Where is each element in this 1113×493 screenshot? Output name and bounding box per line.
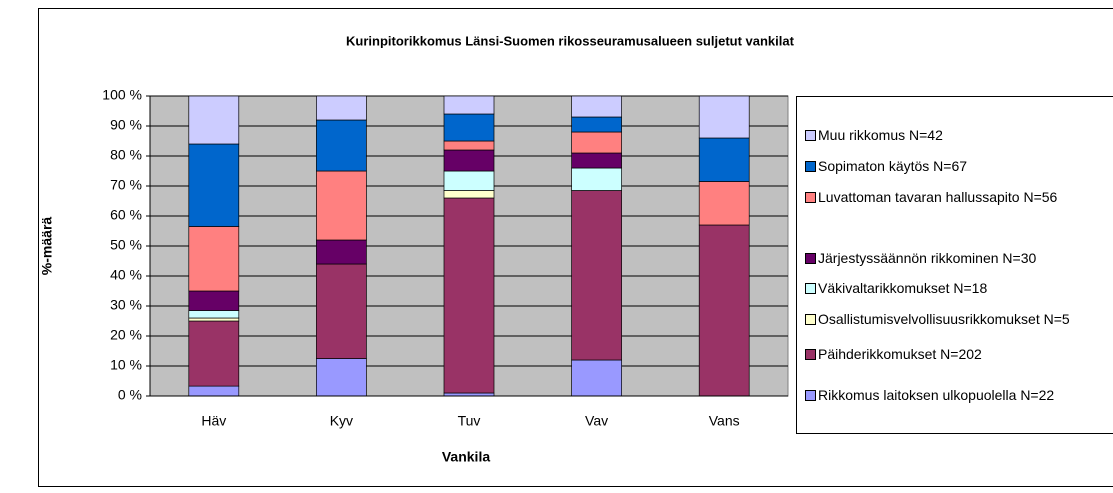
legend-swatch: [805, 314, 816, 325]
bar-segment: [188, 143, 240, 227]
bar-segment: [443, 190, 495, 199]
legend-label: Päihderikkomukset N=202: [818, 346, 982, 362]
bar-segment: [188, 320, 240, 387]
x-tick-label: Kyv: [330, 413, 353, 429]
bar-segment: [571, 190, 622, 361]
legend-label: Sopimaton käytös N=67: [818, 158, 968, 174]
bar-segment: [443, 149, 495, 172]
bar-segment: [571, 131, 622, 154]
bar-segment: [443, 140, 495, 151]
y-tick-label: 70 %: [110, 177, 142, 193]
x-tick-label: Häv: [201, 413, 226, 429]
x-axis-label: Vankila: [442, 449, 490, 465]
legend-swatch: [805, 161, 816, 172]
legend-swatch: [805, 349, 816, 360]
bar-segment: [316, 263, 367, 359]
legend-label: Osallistumisvelvollisuusrikkomukset N=5: [818, 311, 1070, 327]
y-tick-label: 80 %: [110, 147, 142, 163]
legend-swatch: [805, 283, 816, 294]
bar-segment: [443, 95, 495, 115]
x-tick-label: Tuv: [458, 413, 481, 429]
bar-segment: [188, 385, 240, 397]
y-tick-label: 10 %: [110, 357, 142, 373]
bar-segment: [188, 226, 240, 292]
bar-segment: [571, 95, 622, 118]
y-tick-label: 20 %: [110, 327, 142, 343]
y-tick-label: 50 %: [110, 237, 142, 253]
bar-segment: [571, 152, 622, 169]
bar-segment: [443, 170, 495, 191]
bar-segment: [188, 310, 240, 319]
legend-frame: [796, 96, 1113, 434]
legend-label: Luvattoman tavaran hallussapito N=56: [818, 189, 1058, 205]
bar-segment: [698, 224, 750, 397]
y-tick-label: 100 %: [102, 87, 142, 103]
y-tick-label: 0 %: [118, 387, 142, 403]
legend-swatch: [805, 130, 816, 141]
bar-segment: [571, 359, 622, 397]
legend-label: Muu rikkomus N=42: [818, 127, 943, 143]
bar-segment: [571, 116, 622, 133]
x-tick-label: Vav: [585, 413, 608, 429]
legend-swatch: [805, 192, 816, 203]
bar-segment: [571, 167, 622, 191]
bar-segment: [316, 119, 367, 172]
legend-label: Väkivaltarikkomukset N=18: [818, 280, 988, 296]
bar-segment: [698, 95, 750, 139]
x-tick-label: Vans: [709, 413, 740, 429]
bar-segment: [316, 95, 367, 121]
bar-segment: [316, 170, 367, 241]
bar-segment: [443, 113, 495, 142]
bar-segment: [443, 197, 495, 394]
y-axis-label: %-määrä: [39, 217, 55, 276]
y-tick-label: 40 %: [110, 267, 142, 283]
y-tick-label: 60 %: [110, 207, 142, 223]
bar-segment: [698, 181, 750, 226]
legend-label: Järjestyssäännön rikkominen N=30: [818, 250, 1037, 266]
legend-swatch: [805, 390, 816, 401]
y-tick-label: 90 %: [110, 117, 142, 133]
bar-segment: [188, 95, 240, 145]
bar-segment: [698, 137, 750, 182]
bar-segment: [316, 239, 367, 265]
bar-segment: [316, 358, 367, 397]
bar-segment: [188, 290, 240, 311]
y-tick-label: 30 %: [110, 297, 142, 313]
chart-title: Kurinpitorikkomus Länsi-Suomen rikosseur…: [346, 33, 795, 48]
bar-segment: [188, 317, 240, 322]
legend-label: Rikkomus laitoksen ulkopuolella N=22: [818, 387, 1055, 403]
legend-swatch: [805, 253, 816, 264]
